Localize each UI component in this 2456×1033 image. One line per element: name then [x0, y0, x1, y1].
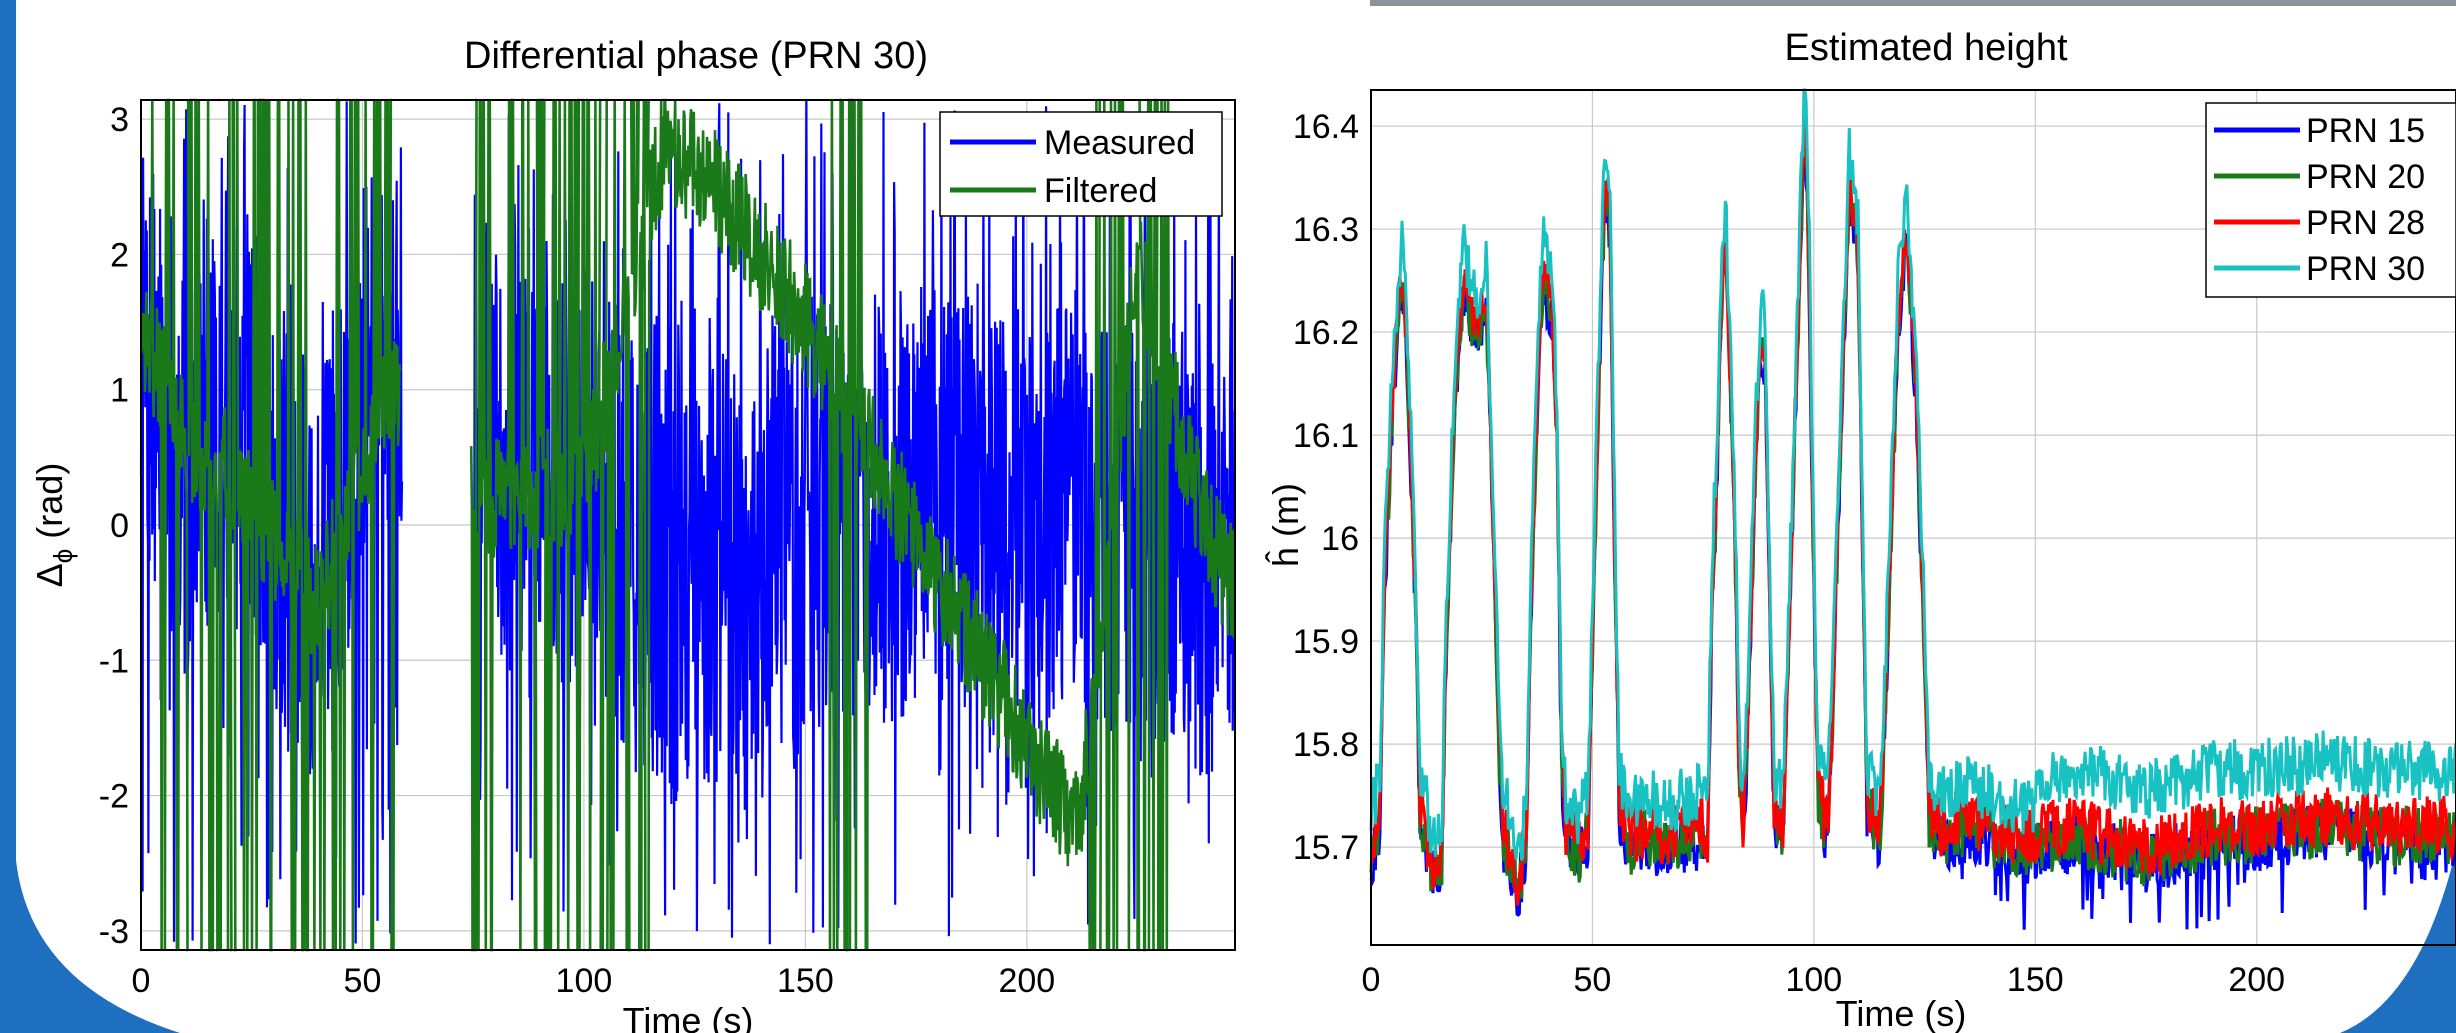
y-tick-label: 2 — [110, 236, 129, 274]
axis-ticks: 0 50 100 150 200 -3 -2 -1 0 1 2 3 — [99, 101, 1055, 1000]
y-axis-label: ĥ (m) — [1264, 483, 1306, 567]
y-tick-label: -2 — [99, 778, 129, 816]
x-tick-label: 150 — [2007, 961, 2064, 999]
y-axis-label-main: Δ — [29, 563, 70, 587]
y-tick-label: 16 — [1321, 520, 1359, 558]
series-lines — [139, 98, 1236, 952]
legend-label: Filtered — [1044, 172, 1157, 210]
x-axis-label: Time (s) — [1836, 993, 1967, 1033]
y-tick-label: -3 — [99, 913, 129, 951]
legend: PRN 15 PRN 20 PRN 28 PRN 30 — [2205, 102, 2456, 298]
x-tick-label: 50 — [1574, 961, 1612, 999]
legend-label: PRN 28 — [2306, 204, 2425, 242]
y-tick-label: -1 — [99, 642, 129, 680]
legend: Measured Filtered — [939, 111, 1223, 217]
x-tick-label: 0 — [1362, 961, 1381, 999]
legend-label: Measured — [1044, 124, 1195, 162]
legend-box — [2205, 102, 2456, 298]
axis-ticks: 0 50 100 150 200 15.7 15.8 15.9 16 16.1 16.2 16.3 16… — [1293, 108, 2285, 999]
chart-title: Differential phase (PRN 30) — [464, 35, 928, 77]
y-tick-label: 16.2 — [1293, 314, 1359, 352]
x-tick-label: 100 — [556, 962, 613, 1000]
legend-label: PRN 20 — [2306, 158, 2425, 196]
y-tick-label: 16.1 — [1293, 417, 1359, 455]
y-tick-label: 15.8 — [1293, 726, 1359, 764]
y-tick-label: 16.4 — [1293, 108, 1359, 146]
y-tick-label: 15.9 — [1293, 623, 1359, 661]
x-tick-label: 0 — [132, 962, 151, 1000]
y-tick-label: 3 — [110, 101, 129, 139]
y-tick-label: 0 — [110, 507, 129, 545]
legend-label: PRN 15 — [2306, 112, 2425, 150]
chart-title: Estimated height — [1784, 27, 2067, 69]
legend-box — [939, 111, 1223, 217]
frame-right-band — [2340, 850, 2456, 1033]
series-prn30 — [1369, 88, 2456, 861]
x-axis-label: Time (s) — [623, 1000, 754, 1033]
y-axis-label: Δϕ (rad) — [29, 463, 78, 588]
y-tick-label: 16.3 — [1293, 211, 1359, 249]
grid-lines — [1370, 90, 2456, 945]
photo-strip — [1370, 0, 2456, 6]
x-tick-label: 150 — [777, 962, 834, 1000]
series-lines — [1369, 88, 2456, 930]
x-tick-label: 50 — [344, 962, 382, 1000]
x-tick-label: 100 — [1785, 961, 1842, 999]
plot-area-border — [140, 99, 1236, 951]
plot-area-border — [1370, 89, 2456, 946]
x-tick-label: 200 — [998, 962, 1055, 1000]
estimated-height-chart: Estimated height 0 50 100 150 200 15.7 15.8 15.… — [1264, 27, 2456, 1033]
frame-left-band — [0, 0, 180, 1033]
y-tick-label: 15.7 — [1293, 829, 1359, 867]
y-axis-label-sub: ϕ — [48, 549, 78, 564]
x-tick-label: 200 — [2228, 961, 2285, 999]
differential-phase-chart: Differential phase (PRN 30) 0 50 100 150 200… — [29, 35, 1236, 1033]
y-tick-label: 1 — [110, 372, 129, 410]
legend-label: PRN 30 — [2306, 250, 2425, 288]
y-axis-label-unit: (rad) — [29, 463, 70, 549]
